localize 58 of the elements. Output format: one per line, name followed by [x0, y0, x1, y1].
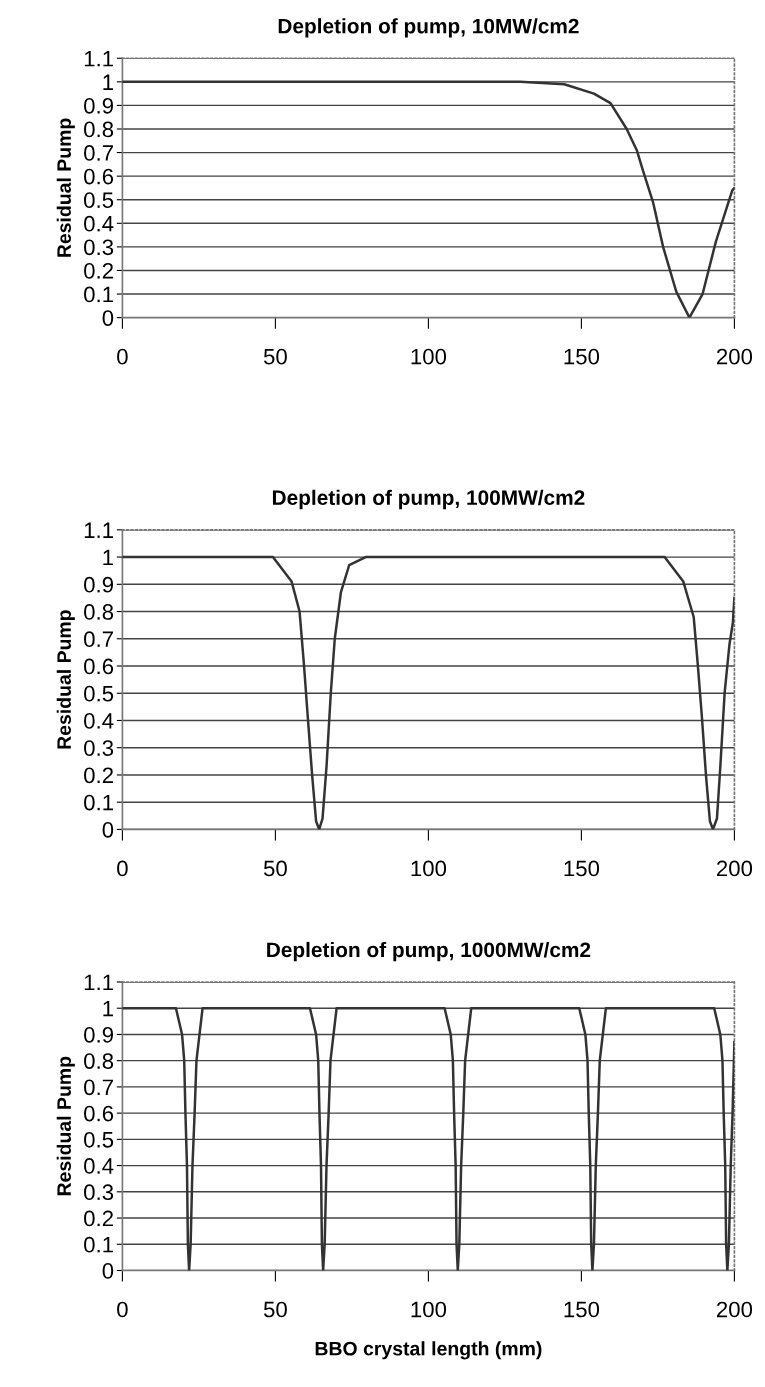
y-tick-label: 0.9	[84, 1026, 114, 1043]
y-tick-label: 1.1	[84, 51, 113, 67]
x-tick-label: 200	[716, 1301, 753, 1318]
y-axis-title: Residual Pump	[56, 1056, 75, 1196]
y-tick-label: 0.7	[84, 631, 113, 648]
x-tick-label: 0	[117, 860, 128, 877]
x-tick-label: 50	[263, 348, 287, 365]
chart-title: Depletion of pump, 100MW/cm2	[272, 489, 585, 510]
y-tick-label: 0.9	[84, 576, 114, 593]
y-tick-label: 0.1	[84, 1236, 113, 1253]
y-axis-title: Residual Pump	[56, 118, 75, 257]
y-tick-label: 0.6	[84, 658, 114, 675]
x-tick-label: 150	[564, 1301, 600, 1318]
x-tick-label: 100	[411, 1301, 447, 1318]
y-tick-label: 0.7	[84, 1079, 113, 1096]
y-tick-label: 0.3	[84, 740, 114, 756]
y-tick-label: 0.4	[84, 215, 114, 232]
y-tick-label: 0.4	[84, 713, 114, 729]
x-tick-label: 0	[117, 348, 128, 365]
y-tick-label: 0.4	[84, 1158, 114, 1174]
y-tick-label: 1	[103, 549, 113, 566]
y-tick-label: 1.1	[84, 522, 113, 538]
x-tick-label: 150	[564, 348, 600, 365]
x-tick-label: 200	[716, 348, 753, 365]
chart-title: Depletion of pump, 10MW/cm2	[278, 18, 579, 38]
y-tick-label: 0.3	[84, 239, 114, 256]
y-tick-label: 0.5	[84, 1131, 114, 1148]
x-tick-label: 0	[117, 1301, 128, 1318]
x-tick-label: 50	[263, 860, 287, 877]
y-tick-label: 0.8	[84, 121, 114, 138]
y-tick-label: 0.8	[84, 1053, 114, 1069]
y-tick-label: 0.1	[84, 286, 113, 303]
y-axis-title: Residual Pump	[56, 610, 75, 749]
y-tick-label: 1.1	[84, 974, 113, 991]
x-tick-label: 50	[263, 1301, 287, 1318]
y-tick-label: 0.2	[84, 263, 113, 279]
y-tick-label: 0.9	[84, 97, 114, 114]
y-tick-label: 0.5	[84, 685, 114, 702]
y-tick-label: 0.1	[84, 794, 113, 811]
y-tick-label: 0	[102, 1263, 114, 1279]
y-tick-label: 1	[103, 74, 113, 90]
y-tick-label: 0.6	[84, 1105, 114, 1122]
x-tick-label: 100	[411, 348, 447, 365]
y-tick-label: 0.2	[84, 767, 113, 784]
y-tick-label: 0.6	[84, 168, 114, 185]
y-tick-label: 0.8	[84, 604, 114, 620]
y-tick-label: 0.5	[84, 192, 114, 208]
y-tick-label: 0	[102, 821, 114, 838]
y-tick-label: 0.3	[84, 1184, 114, 1201]
y-tick-label: 0.2	[84, 1210, 113, 1227]
x-tick-label: 150	[564, 860, 600, 877]
chart-title: Depletion of pump, 1000MW/cm2	[267, 941, 591, 962]
y-tick-label: 1	[103, 1000, 113, 1017]
x-tick-label: 200	[716, 860, 753, 877]
x-tick-label: 100	[411, 860, 447, 877]
y-tick-label: 0	[102, 310, 114, 326]
y-tick-label: 0.7	[84, 145, 113, 161]
x-axis-title: BBO crystal length (mm)	[315, 1341, 542, 1360]
